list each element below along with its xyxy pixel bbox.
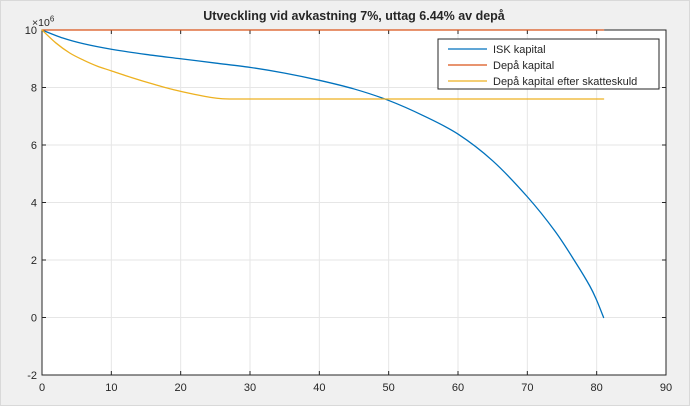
y-tick-label: 0 bbox=[31, 313, 37, 325]
y-tick-label: 4 bbox=[31, 198, 37, 210]
x-tick-label: 70 bbox=[521, 382, 533, 394]
x-tick-label: 90 bbox=[660, 382, 672, 394]
x-tick-label: 10 bbox=[105, 382, 117, 394]
y-tick-label: 10 bbox=[25, 25, 37, 37]
x-tick-label: 0 bbox=[39, 382, 45, 394]
x-tick-label: 20 bbox=[175, 382, 187, 394]
chart-title: Utveckling vid avkastning 7%, uttag 6.44… bbox=[203, 9, 505, 23]
series-line-3 bbox=[41, 29, 605, 100]
legend-entry-label: ISK kapital bbox=[493, 44, 546, 56]
legend-box: ISK kapital Depå kapital Depå kapital efte… bbox=[437, 38, 660, 90]
y-axis-exponent: ×106 bbox=[32, 15, 55, 30]
series-line-1 bbox=[41, 29, 605, 319]
legend-entry-label: Depå kapital efter skatteskuld bbox=[493, 76, 637, 88]
x-tick-label: 30 bbox=[244, 382, 256, 394]
tick-marks bbox=[41, 29, 667, 376]
y-tick-label: 6 bbox=[31, 140, 37, 152]
y-tick-label: 8 bbox=[31, 83, 37, 95]
x-tick-label: 40 bbox=[313, 382, 325, 394]
y-tick-label: -2 bbox=[27, 370, 37, 382]
x-tick-label: 50 bbox=[383, 382, 395, 394]
legend-entry-label: Depå kapital bbox=[493, 60, 554, 72]
y-tick-label: 2 bbox=[31, 255, 37, 267]
x-tick-label: 80 bbox=[591, 382, 603, 394]
x-tick-label: 60 bbox=[452, 382, 464, 394]
